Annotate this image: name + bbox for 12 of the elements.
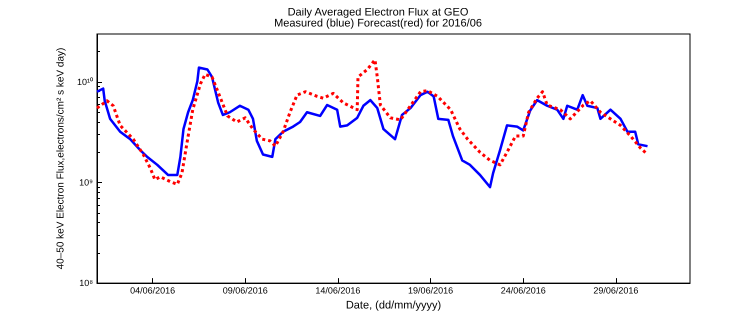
chart-subtitle: Measured (blue) Forecast(red) for 2016/06: [274, 18, 482, 30]
x-tick-label: 04/06/2016: [130, 286, 176, 296]
x-tick-label: 09/06/2016: [222, 286, 268, 296]
x-tick-label: 24/06/2016: [500, 286, 546, 296]
x-tick-label: 14/06/2016: [315, 286, 360, 296]
x-tick-label: 19/06/2016: [408, 286, 454, 296]
x-tick-label: 29/06/2016: [593, 286, 638, 296]
y-tick-label: 10¹⁰: [76, 76, 93, 87]
y-axis-title: 40–50 keV Electron Flux,electrons/cm² s keV day): [56, 48, 67, 270]
y-tick-label: 10⁸: [79, 278, 94, 288]
y-tick-label: 10⁹: [79, 178, 94, 188]
x-axis-title: Date, (dd/mm/yyyy): [346, 300, 442, 312]
